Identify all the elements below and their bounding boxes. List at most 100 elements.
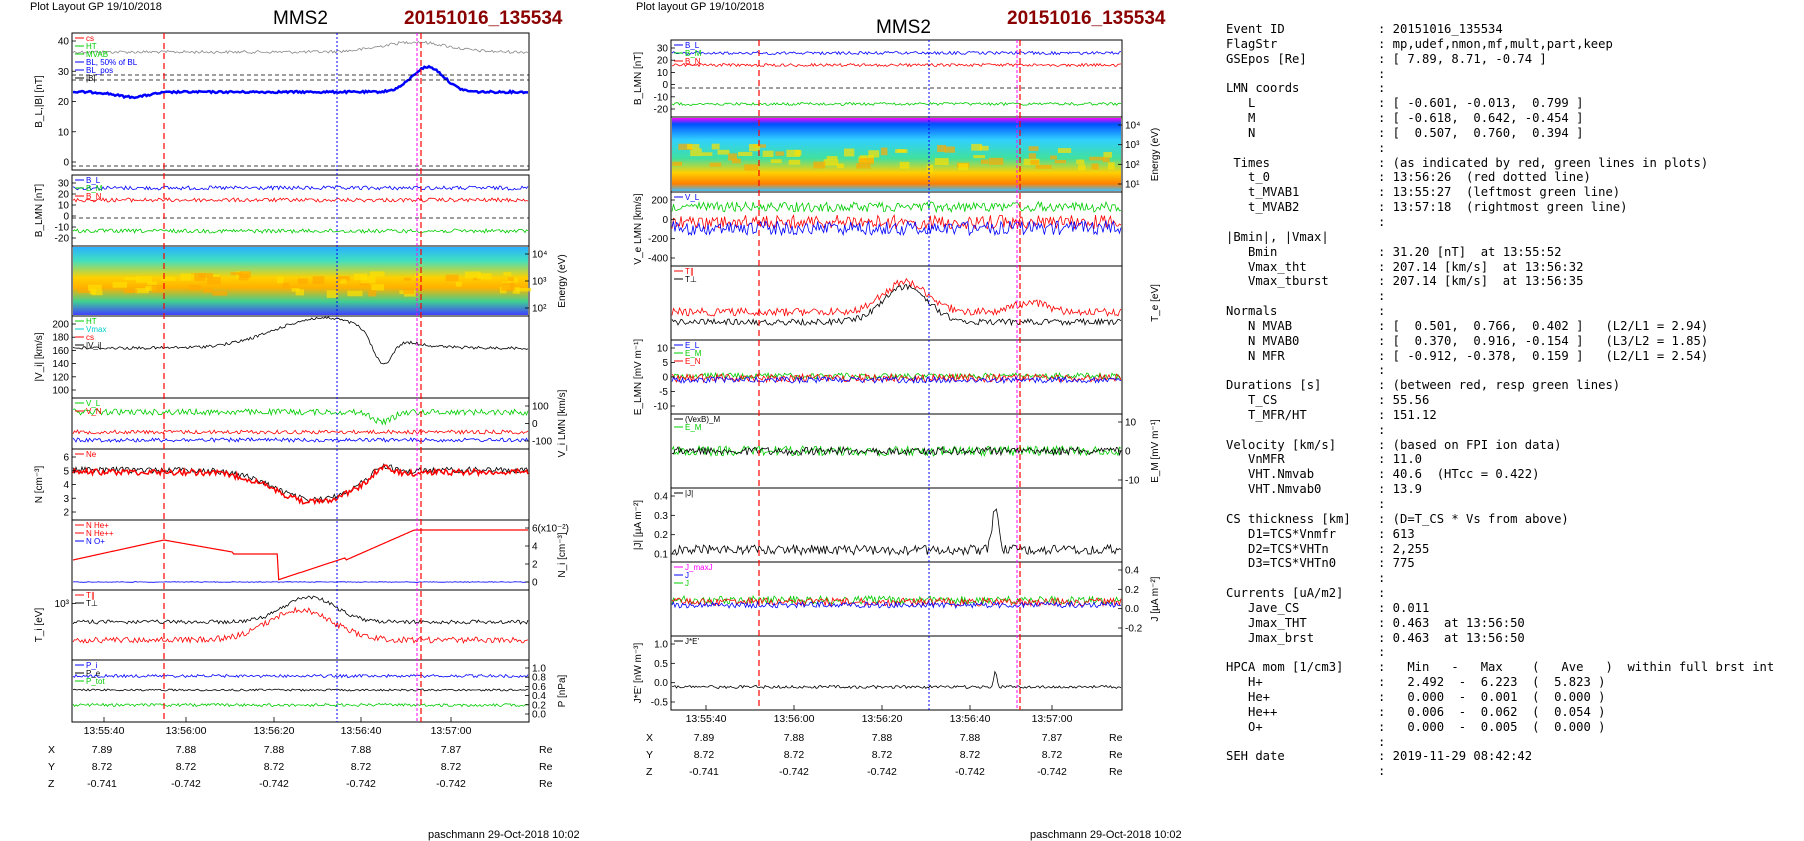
table-value: : [ -0.618, 0.642, -0.454 ]: [1378, 111, 1584, 126]
table-key: Currents [uA/m2]: [1226, 586, 1344, 601]
y-tick-label: 10: [657, 344, 669, 355]
spectrogram-cell: [347, 290, 363, 297]
series-line-1: [72, 64, 528, 100]
table-value: : 13.9: [1378, 482, 1423, 497]
table-key: Normals: [1226, 304, 1278, 319]
coord-value: 7.88: [872, 732, 893, 744]
spectrogram-cell: [844, 148, 855, 157]
coord-value: 7.88: [960, 732, 981, 744]
series-line-0: [671, 371, 1122, 381]
table-row: :: [1226, 363, 1774, 378]
y-axis-label: N [cm⁻³]: [34, 466, 45, 504]
left-plot-footer: paschmann 29-Oct-2018 10:02: [428, 829, 580, 841]
panel-4: 100 0 -100 V_i LMN [km/s] V_LV_N: [71, 389, 568, 457]
spectrogram-cell: [136, 276, 152, 283]
table-value: :: [1378, 140, 1386, 155]
y-tick-label: 160: [52, 346, 69, 357]
table-value: : (between red, resp green lines): [1378, 378, 1621, 393]
coord-value: 7.88: [784, 732, 805, 744]
series-line-2: [671, 219, 1122, 237]
y-tick-label: 0: [63, 212, 69, 223]
left-plot-event-id: 20151016_135534: [404, 8, 563, 29]
table-row: t_0: 13:56:26 (red dotted line): [1226, 170, 1774, 185]
table-row: Normals:: [1226, 304, 1774, 319]
y-tick-label: -20: [55, 234, 70, 245]
coord-value: 7.88: [351, 744, 372, 756]
y-tick-label: -200: [648, 234, 668, 245]
table-value: : (D=T_CS * Vs from above): [1378, 511, 1569, 526]
spectrogram-cell: [403, 277, 411, 281]
table-value: :: [1378, 497, 1386, 511]
y-tick-label: 1.0: [532, 664, 546, 675]
series-line-2: [671, 375, 1122, 385]
spectrogram-cell: [788, 159, 801, 165]
spectrogram-cell: [1028, 146, 1039, 151]
table-row: VHT.Nmvab: 40.6 (HTcc = 0.422): [1226, 467, 1774, 482]
y-tick-label: 0: [662, 215, 668, 226]
spectrogram-cell: [813, 161, 826, 169]
right-plot-spacecraft: MMS2: [876, 17, 931, 38]
table-key: M: [1226, 111, 1256, 126]
y-tick-label: 10⁴: [1125, 121, 1140, 132]
x-tick-label: 13:55:40: [84, 725, 125, 737]
spectrogram-cell: [180, 273, 195, 281]
panel-frame: [670, 487, 1123, 563]
y-tick-label: 0.5: [654, 659, 668, 670]
series-line-0: [671, 50, 1122, 56]
legend-entry: cs: [86, 34, 94, 43]
coord-value: -0.742: [955, 766, 985, 778]
table-row: D3=TCS*VHTn0: 775: [1226, 556, 1774, 571]
spectrogram-cell: [727, 153, 738, 161]
spectrogram-cell: [91, 290, 103, 296]
coord-value: -0.742: [779, 766, 809, 778]
spectrogram-cell: [151, 285, 165, 293]
panel-1: 10⁴ 10³ 10² 10¹ Energy (eV): [670, 116, 1161, 193]
table-row: D2=TCS*VHTn: 2,255: [1226, 542, 1774, 557]
table-row: FlagStr: mp,udef,nmon,mf,mult,part,keep: [1226, 37, 1774, 52]
table-value: :: [1378, 422, 1386, 437]
spectrogram-cell: [926, 164, 934, 173]
x-tick-label: 13:55:40: [686, 713, 727, 725]
coord-value: 8.72: [264, 761, 285, 773]
spectrogram-cell: [856, 163, 871, 169]
y-axis-label: Energy (eV): [1150, 128, 1161, 181]
spectrogram-cell: [465, 271, 481, 279]
table-key: LMN coords: [1226, 81, 1300, 96]
y-tick-label: 10: [1125, 418, 1137, 429]
y-tick-label: 2: [532, 560, 538, 571]
y-tick-label: -5: [659, 387, 668, 398]
table-value: :: [1378, 289, 1386, 304]
legend-entry: B_N: [685, 57, 701, 66]
table-value: : 0.006 - 0.062 ( 0.054 ): [1378, 704, 1606, 719]
panel-2: 200 0 -200 -400 V_e LMN [km/s] V_L: [633, 191, 1123, 267]
y-tick-label: 10: [58, 127, 70, 138]
panel-8: 1.00.80.60.40.20.0 P [nPa] P_iP_eP_tot: [71, 659, 568, 723]
spectrogram-cell: [971, 143, 983, 151]
coord-value: 8.72: [1042, 749, 1063, 761]
table-row: Bmin: 31.20 [nT] at 13:55:52: [1226, 245, 1774, 260]
y-axis-label: E_M [mV m⁻¹]: [1150, 419, 1161, 483]
series-line-0: [671, 508, 1122, 557]
legend-entry: T∥: [685, 267, 694, 276]
panel-frame: [71, 32, 530, 171]
legend-entry: E_M: [685, 349, 702, 358]
series-line-0: [672, 670, 1122, 690]
event-parameter-table: Event ID: 20151016_135534 FlagStr: mp,ude…: [1226, 22, 1774, 779]
y-tick-label: 0.1: [654, 550, 668, 561]
y-axis-label: B_LMN [nT]: [633, 52, 644, 106]
legend-entry: |V_i|: [86, 341, 102, 350]
series-line-1: [671, 283, 1122, 327]
spectrogram-cell: [445, 274, 459, 282]
legend-entry: BL, 50% of BL: [86, 58, 138, 67]
table-value: : 0.463 at 13:56:50: [1378, 630, 1525, 645]
spectrogram-cell: [1103, 152, 1112, 158]
spectrogram-cell: [414, 273, 422, 278]
table-value: : 0.000 - 0.005 ( 0.000 ): [1378, 719, 1606, 734]
y-tick-label: 30: [58, 179, 70, 190]
table-row: VHT.Nmvab0: 13.9: [1226, 482, 1774, 497]
table-row: :: [1226, 571, 1774, 586]
table-value: :: [1378, 214, 1386, 229]
spectrogram-cell: [312, 276, 325, 285]
